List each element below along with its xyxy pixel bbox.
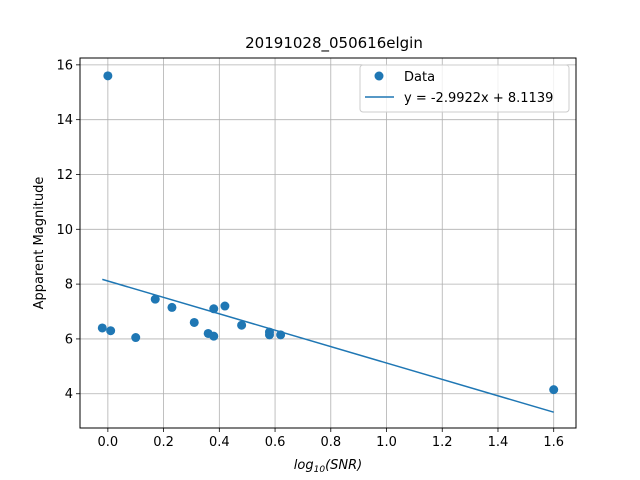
legend-marker-data [374, 71, 384, 81]
data-point [209, 331, 219, 341]
data-point [103, 71, 113, 81]
fit-line-layer [102, 278, 554, 413]
data-point [264, 330, 274, 340]
legend-label-data: Data [404, 70, 435, 85]
x-tick-label: 1.0 [376, 435, 397, 450]
x-axis-label: log10(SNR) [294, 458, 362, 475]
data-point [106, 326, 116, 336]
x-tick-label: 0.2 [153, 435, 174, 450]
fit-line [102, 278, 554, 413]
plot-frame [79, 57, 577, 429]
y-tick-label: 6 [65, 332, 73, 347]
y-tick-label: 10 [56, 223, 73, 238]
data-point [220, 301, 230, 311]
axis-ticks: 0.0 0.2 0.4 0.6 0.8 1.0 1.2 1.4 1.6 4 6 8 10 12 14 16 [56, 58, 564, 450]
y-tick-label: 8 [65, 278, 73, 293]
scatter-points [97, 71, 559, 395]
data-point [549, 385, 559, 395]
y-tick-label: 16 [56, 58, 73, 73]
data-point [209, 304, 219, 314]
data-point [237, 320, 247, 330]
y-tick-label: 12 [56, 168, 73, 183]
data-point [131, 333, 141, 343]
y-tick-label: 14 [56, 113, 73, 128]
legend: Data y = -2.9922x + 8.1139 [359, 64, 570, 113]
data-point [150, 294, 160, 304]
x-tick-label: 1.6 [543, 435, 564, 450]
x-tick-label: 1.4 [488, 435, 509, 450]
x-tick-label: 0.0 [98, 435, 119, 450]
chart-title: 20191028_050616elgin [245, 34, 423, 53]
x-tick-label: 0.8 [320, 435, 341, 450]
x-tick-label: 1.2 [432, 435, 453, 450]
x-tick-label: 0.4 [209, 435, 230, 450]
x-tick-label: 0.6 [265, 435, 286, 450]
legend-label-fit: y = -2.9922x + 8.1139 [404, 91, 553, 106]
data-point [276, 330, 286, 340]
y-axis-label: Apparent Magnitude [32, 177, 47, 310]
data-point [97, 323, 107, 333]
legend-box [359, 64, 570, 113]
grid [80, 58, 576, 428]
data-point [167, 302, 177, 312]
y-tick-label: 4 [65, 387, 73, 402]
data-point [189, 317, 199, 327]
